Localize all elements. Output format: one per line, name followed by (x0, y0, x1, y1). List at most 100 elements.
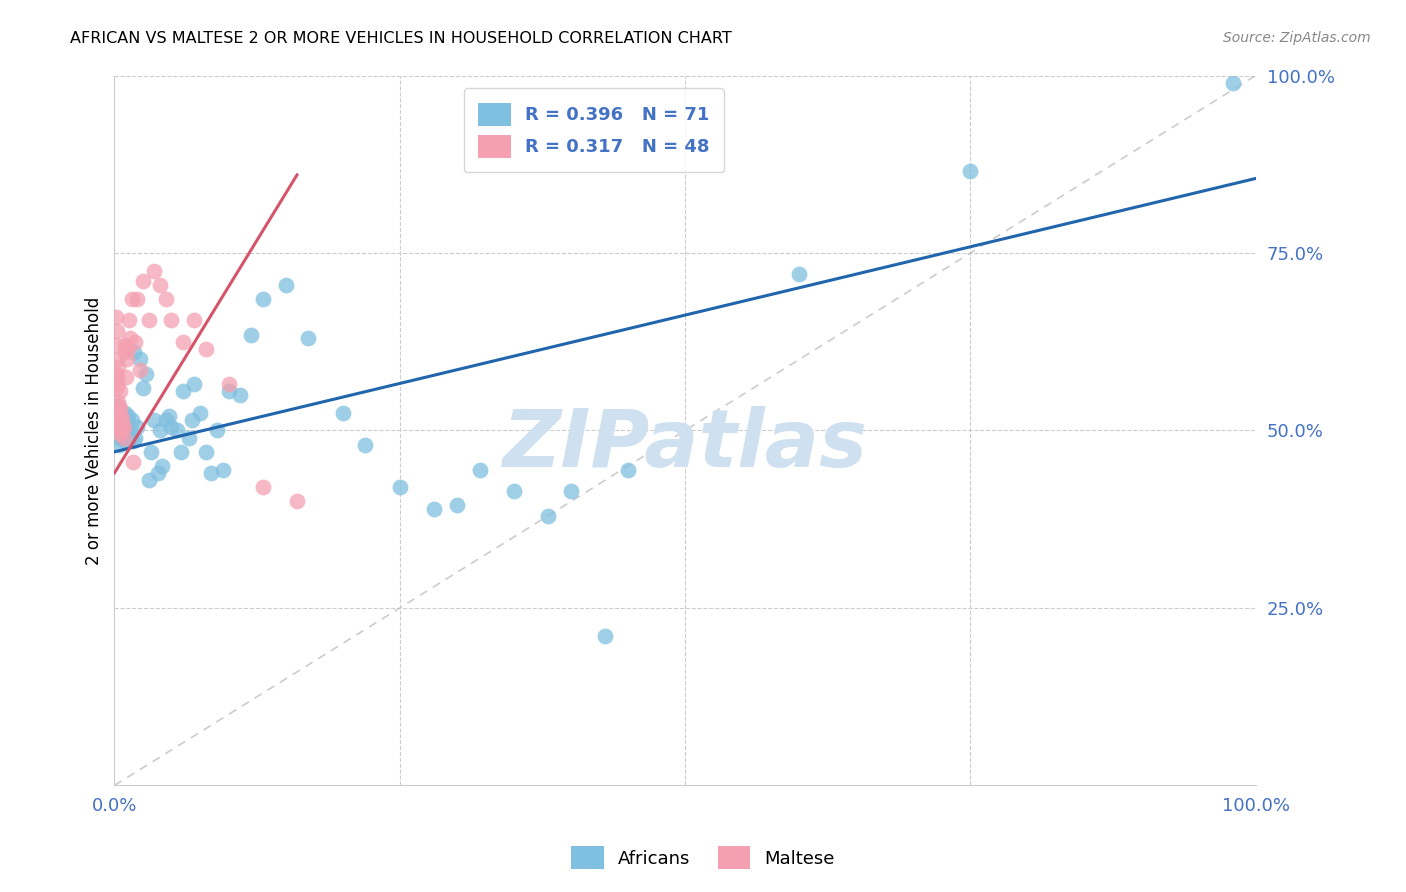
Point (110, 409, 132, 424)
Point (112, 420, 135, 434)
Point (108, 413, 131, 427)
Point (229, 388, 252, 402)
Point (104, 310, 127, 324)
Point (108, 424, 131, 438)
Point (122, 345, 145, 359)
Point (188, 406, 211, 420)
Point (108, 417, 131, 431)
Point (132, 381, 155, 395)
Point (468, 462, 491, 476)
Point (593, 629, 616, 643)
Point (172, 384, 194, 399)
Point (160, 313, 183, 327)
Point (107, 377, 129, 392)
Point (108, 399, 131, 413)
Point (169, 444, 191, 458)
Point (105, 409, 128, 424)
Point (121, 292, 143, 306)
Point (127, 292, 149, 306)
Point (114, 431, 136, 445)
Point (146, 466, 169, 480)
Point (114, 345, 136, 359)
Point (114, 420, 136, 434)
Point (124, 334, 146, 349)
Point (139, 444, 162, 458)
Point (107, 427, 129, 442)
Point (118, 431, 141, 445)
Point (117, 409, 139, 424)
Point (172, 334, 194, 349)
Point (537, 508, 560, 523)
Point (128, 352, 150, 367)
Point (194, 444, 217, 458)
Point (105, 324, 128, 338)
Text: ZIPatlas: ZIPatlas (502, 406, 868, 483)
Point (138, 313, 160, 327)
Point (297, 331, 319, 345)
Point (112, 431, 135, 445)
Point (274, 277, 297, 292)
Point (107, 359, 129, 374)
Point (423, 501, 446, 516)
Point (149, 424, 172, 438)
Point (157, 409, 180, 424)
Point (114, 370, 136, 384)
Point (111, 420, 134, 434)
Point (110, 424, 132, 438)
Point (354, 438, 377, 452)
Point (332, 406, 354, 420)
Point (111, 424, 134, 438)
Point (252, 292, 274, 306)
Point (128, 363, 150, 377)
Point (121, 455, 143, 469)
Point (218, 384, 240, 399)
Point (787, 268, 810, 282)
Point (111, 417, 134, 431)
Point (105, 352, 128, 367)
Point (560, 483, 582, 498)
Point (108, 384, 131, 399)
Point (155, 413, 177, 427)
Point (108, 438, 131, 452)
Point (149, 277, 172, 292)
Point (240, 327, 263, 342)
Point (114, 338, 136, 352)
Point (104, 381, 127, 395)
Point (115, 352, 138, 367)
Point (252, 480, 274, 494)
Point (446, 498, 468, 512)
Point (104, 367, 127, 381)
Point (135, 367, 157, 381)
Point (124, 431, 146, 445)
Point (181, 413, 204, 427)
Point (143, 413, 166, 427)
Point (104, 409, 127, 424)
Point (132, 274, 155, 288)
Text: Source: ZipAtlas.com: Source: ZipAtlas.com (1223, 31, 1371, 45)
Point (107, 420, 129, 434)
Point (617, 462, 640, 476)
Point (160, 420, 183, 434)
Point (121, 434, 143, 449)
Point (218, 377, 240, 392)
Point (105, 417, 128, 431)
Point (150, 458, 173, 473)
Point (110, 424, 132, 438)
Point (117, 342, 139, 356)
Point (105, 370, 128, 384)
Point (183, 313, 205, 327)
Point (211, 462, 233, 476)
Point (120, 424, 142, 438)
Point (138, 473, 160, 487)
Point (114, 434, 136, 449)
Point (183, 377, 205, 392)
Point (107, 417, 129, 431)
Point (166, 424, 188, 438)
Point (108, 402, 131, 417)
Point (118, 313, 141, 327)
Point (502, 483, 524, 498)
Point (177, 431, 200, 445)
Point (115, 413, 138, 427)
Point (112, 420, 135, 434)
Text: AFRICAN VS MALTESE 2 OR MORE VEHICLES IN HOUSEHOLD CORRELATION CHART: AFRICAN VS MALTESE 2 OR MORE VEHICLES IN… (70, 31, 733, 46)
